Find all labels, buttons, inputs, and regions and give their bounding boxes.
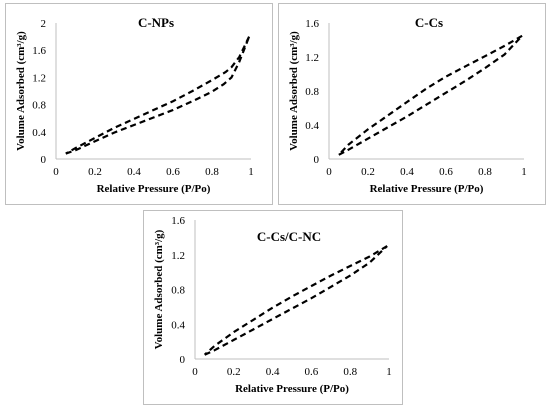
- y-tick-label: 0.8: [32, 100, 46, 112]
- x-axis-label: Relative Pressure (P/Po): [370, 183, 484, 195]
- x-tick-label: 0.6: [305, 366, 319, 378]
- series-desorption-line: [338, 34, 523, 156]
- y-tick-label: 0: [41, 154, 47, 166]
- x-tick-label: 0.6: [166, 166, 180, 178]
- y-tick-label: 1.2: [171, 250, 185, 262]
- y-tick-label: 1.2: [32, 72, 46, 84]
- series-adsorption-line: [204, 245, 388, 356]
- chart-c-cs-c-nc: 0 0.2 0.4 0.6 0.8 1 0 0.4 0.8 1.2 1.6 C-Cs/C-NC Rela…: [153, 215, 392, 395]
- y-tick-label: 0: [314, 154, 320, 166]
- x-tick-label: 0: [192, 366, 198, 378]
- x-tick-label: 0.8: [205, 166, 219, 178]
- y-tick-label: 2: [41, 18, 47, 30]
- x-tick-label: 1: [248, 166, 254, 178]
- chart-c-nps: 0 0.2 0.4 0.6 0.8 1 0 0.4 0.8 1.2 1.6 2 C-NPs Relativ…: [15, 15, 254, 195]
- x-tick-label: 0.6: [439, 166, 453, 178]
- chart-c-cs: 0 0.2 0.4 0.6 0.8 1 0 0.4 0.8 1.2 1.6 C-Cs Relative …: [288, 15, 527, 195]
- y-tick-label: 0.4: [171, 319, 185, 331]
- chart-title: C-NPs: [138, 15, 174, 30]
- series-adsorption-line: [338, 35, 523, 156]
- y-tick-label: 0.8: [171, 285, 185, 297]
- y-tick-label: 1.2: [305, 52, 319, 64]
- y-tick-label: 0.8: [305, 86, 319, 98]
- x-tick-label: 0.2: [227, 366, 241, 378]
- y-tick-label: 1.6: [32, 45, 46, 57]
- y-axis-label: Volume Adsorbed (cm³/g): [15, 31, 27, 151]
- y-tick-label: 0: [180, 354, 186, 366]
- x-tick-label: 1: [386, 366, 392, 378]
- chart-panel-c-nps: 0 0.2 0.4 0.6 0.8 1 0 0.4 0.8 1.2 1.6 2 C-NPs Relativ…: [5, 3, 273, 205]
- x-tick-label: 0.2: [361, 166, 375, 178]
- chart-title: C-Cs: [415, 15, 443, 30]
- x-tick-label: 0.4: [127, 166, 141, 178]
- series-desorption-line: [65, 36, 251, 155]
- x-tick-label: 1: [521, 166, 527, 178]
- x-tick-label: 0: [53, 166, 59, 178]
- series-desorption-line: [203, 245, 388, 356]
- x-tick-label: 0.4: [400, 166, 414, 178]
- chart-panel-c-cs: 0 0.2 0.4 0.6 0.8 1 0 0.4 0.8 1.2 1.6 C-Cs Relative …: [278, 3, 546, 205]
- x-tick-label: 0.8: [478, 166, 492, 178]
- series-adsorption-line: [65, 36, 251, 155]
- x-tick-label: 0.2: [88, 166, 102, 178]
- chart-panel-c-cs-c-nc: 0 0.2 0.4 0.6 0.8 1 0 0.4 0.8 1.2 1.6 C-Cs/C-NC Rela…: [143, 210, 403, 405]
- y-tick-label: 1.6: [171, 215, 185, 227]
- x-tick-label: 0.8: [343, 366, 357, 378]
- chart-title: C-Cs/C-NC: [257, 229, 321, 244]
- x-axis-label: Relative Pressure (P/Po): [97, 183, 211, 195]
- x-axis-label: Relative Pressure (P/Po): [235, 383, 349, 395]
- x-tick-label: 0.4: [266, 366, 280, 378]
- y-tick-label: 1.6: [305, 18, 319, 30]
- x-tick-label: 0: [326, 166, 332, 178]
- y-axis-label: Volume Adsorbed (cm³/g): [153, 229, 165, 349]
- y-tick-label: 0.4: [305, 120, 319, 132]
- y-axis-label: Volume Adsorbed (cm³/g): [288, 31, 300, 151]
- y-tick-label: 0.4: [32, 127, 46, 139]
